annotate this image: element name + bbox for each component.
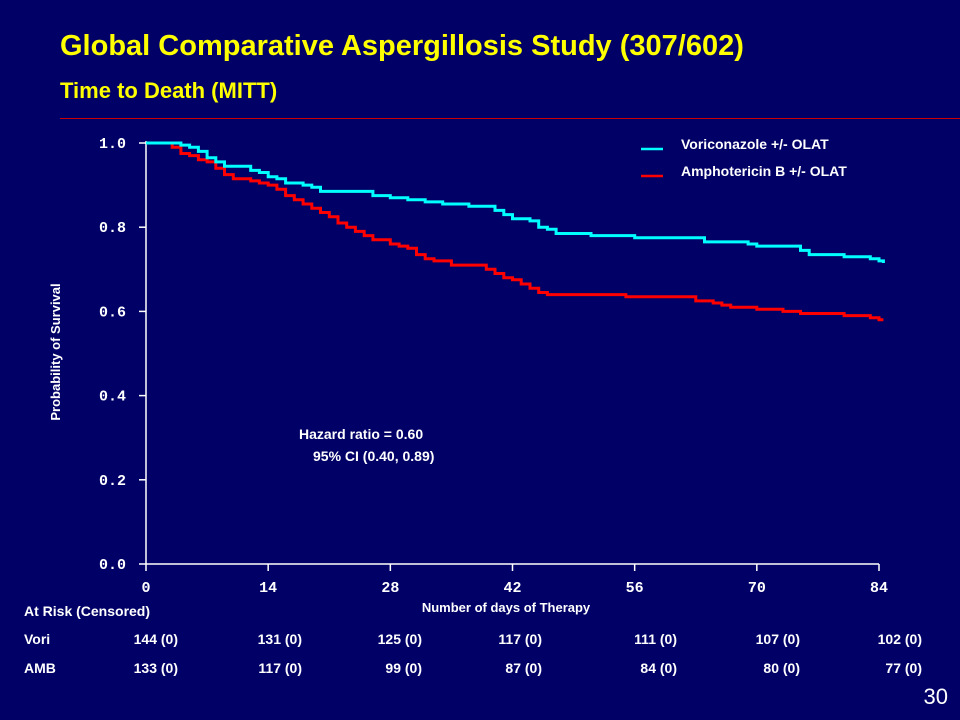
title-divider bbox=[60, 118, 960, 119]
x-tick-label: 0 bbox=[141, 580, 150, 597]
at-risk-cell: 87 (0) bbox=[505, 660, 542, 676]
x-tick-label: 70 bbox=[748, 580, 766, 597]
y-tick-label: 0.0 bbox=[99, 557, 126, 574]
x-tick-label: 42 bbox=[503, 580, 521, 597]
y-tick-label: 0.8 bbox=[99, 220, 126, 237]
slide-number: 30 bbox=[923, 684, 948, 709]
at-risk-cell: 133 (0) bbox=[133, 660, 178, 676]
at-risk-cell: 84 (0) bbox=[640, 660, 677, 676]
voriconazole-legend-label: Voriconazole +/- OLAT bbox=[681, 136, 829, 152]
y-axis-title: Probability of Survival bbox=[48, 283, 63, 420]
at-risk-cell: 111 (0) bbox=[634, 631, 677, 647]
amphotericin-legend-label: Amphotericin B +/- OLAT bbox=[681, 163, 847, 179]
at-risk-cell: 80 (0) bbox=[763, 660, 800, 676]
voriconazole-survival-curve bbox=[146, 141, 885, 263]
y-tick-label: 0.2 bbox=[99, 473, 126, 490]
at-risk-header: At Risk (Censored) bbox=[24, 603, 151, 619]
at-risk-cell: 144 (0) bbox=[133, 631, 178, 647]
at-risk-cell: 99 (0) bbox=[385, 660, 422, 676]
at-risk-cell: 102 (0) bbox=[877, 631, 922, 647]
at-risk-cell: 125 (0) bbox=[377, 631, 422, 647]
at-risk-cell: 107 (0) bbox=[755, 631, 800, 647]
x-tick-label: 84 bbox=[870, 580, 888, 597]
y-tick-label: 1.0 bbox=[99, 136, 126, 153]
at-risk-cell: 77 (0) bbox=[885, 660, 922, 676]
chart-series bbox=[146, 141, 885, 322]
chart-legend: Voriconazole +/- OLAT Amphotericin B +/- … bbox=[641, 136, 847, 179]
slide-subtitle: Time to Death (MITT) bbox=[60, 78, 278, 103]
x-axis-title: Number of days of Therapy bbox=[422, 600, 591, 615]
amphotericin-survival-curve bbox=[146, 141, 884, 322]
at-risk-row: Vori 144 (0) 131 (0) 125 (0) 117 (0) 111 (0) 1… bbox=[24, 631, 954, 649]
hazard-ratio-annotation: Hazard ratio = 0.60 bbox=[299, 426, 423, 442]
x-tick-label: 56 bbox=[626, 580, 644, 597]
at-risk-row: AMB 133 (0) 117 (0) 99 (0) 87 (0) 84 (0) 80 (0… bbox=[24, 660, 954, 678]
confidence-interval-annotation: 95% CI (0.40, 0.89) bbox=[313, 448, 434, 464]
y-tick-label: 0.4 bbox=[99, 389, 126, 406]
at-risk-cell: 117 (0) bbox=[498, 631, 542, 647]
at-risk-cell: 131 (0) bbox=[257, 631, 302, 647]
at-risk-cell: 117 (0) bbox=[258, 660, 302, 676]
chart-axes: 1.0 0.8 0.6 0.4 0.2 0.0 0 14 28 42 56 70 84 bbox=[99, 136, 888, 597]
x-tick-label: 28 bbox=[381, 580, 399, 597]
at-risk-row-label: Vori bbox=[24, 631, 51, 647]
y-tick-label: 0.6 bbox=[99, 304, 126, 321]
slide-title: Global Comparative Aspergillosis Study (… bbox=[60, 30, 744, 62]
at-risk-row-label: AMB bbox=[24, 660, 56, 676]
x-tick-label: 14 bbox=[259, 580, 277, 597]
